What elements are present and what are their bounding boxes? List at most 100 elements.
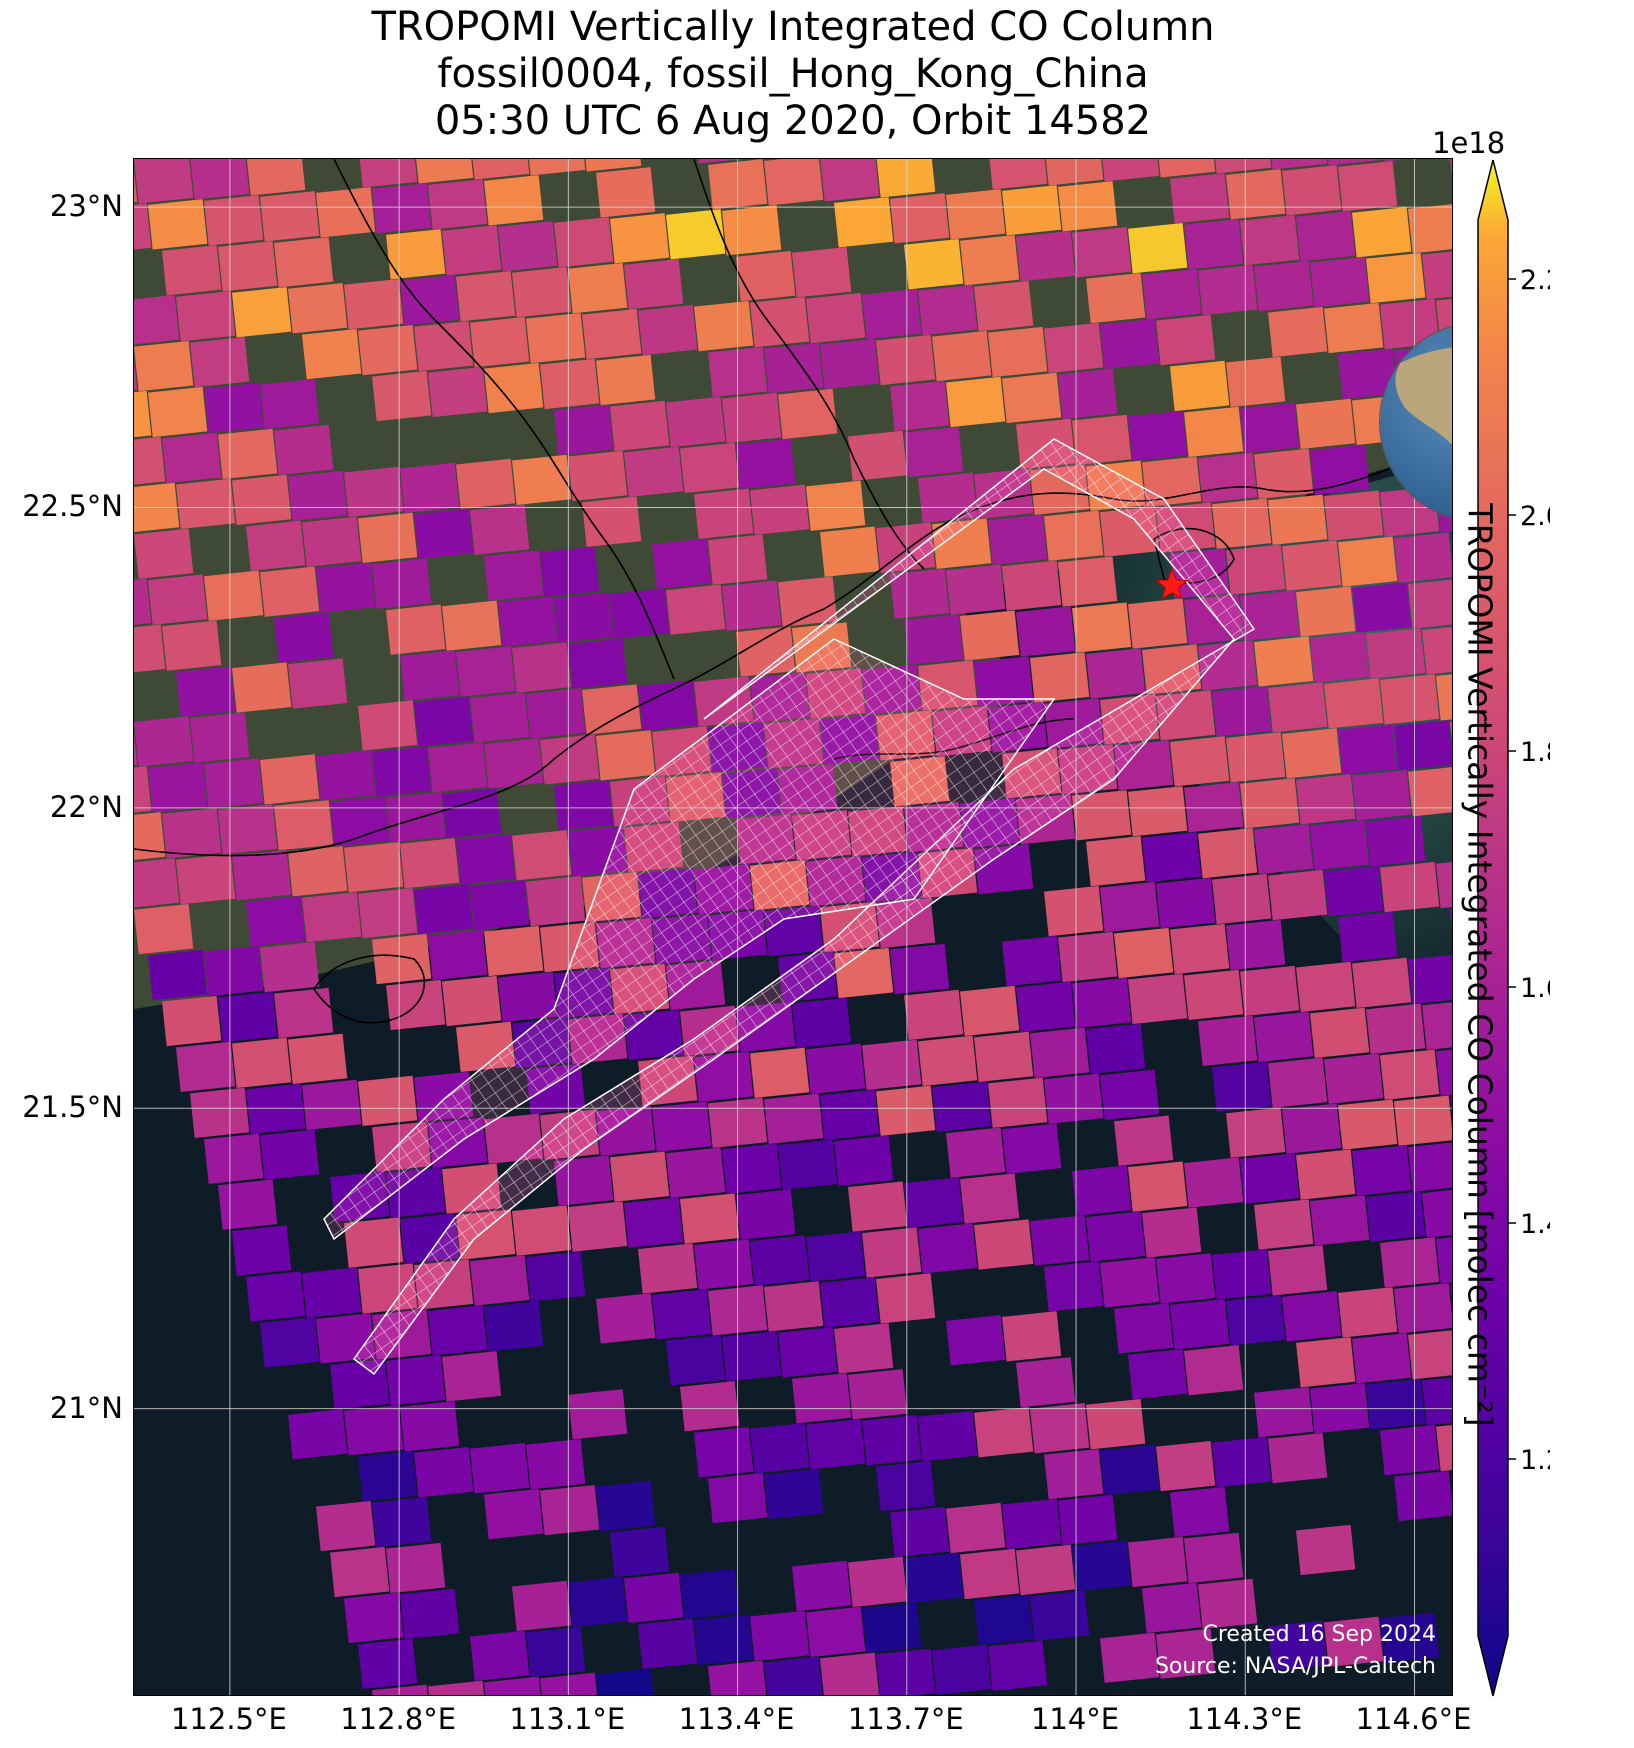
co-pixel [134,716,194,767]
co-pixel [890,380,950,432]
co-pixel [1086,1023,1146,1074]
co-pixel [764,1281,824,1332]
co-pixel [568,638,628,689]
co-pixel [1337,348,1398,400]
co-pixel [540,546,600,597]
co-pixel [260,754,320,805]
co-pixel [1379,674,1440,725]
globe-asia [1395,347,1452,445]
co-pixel [1198,827,1258,879]
co-pixel [162,808,222,859]
co-pixel [1170,360,1230,412]
co-pixel [1156,1628,1216,1679]
chart-title-line-1: TROPOMI Vertically Integrated CO Column [371,4,1215,50]
co-pixel [1128,1161,1188,1212]
co-pixel [960,610,1020,661]
co-pixel [274,987,334,1039]
co-pixel [568,263,628,314]
co-pixel [722,1143,782,1194]
co-pixel [400,275,460,326]
co-pixel [1268,1432,1328,1484]
co-pixel [1338,1287,1398,1338]
co-pixel [232,662,292,713]
co-pixel [204,1133,264,1184]
co-pixel [862,1602,922,1653]
co-pixel [792,247,852,298]
co-pixel [1408,766,1452,817]
co-pixel [190,159,250,200]
co-pixel [1338,536,1398,587]
co-pixel [1086,1399,1146,1450]
co-pixel [372,370,432,422]
co-pixel [1282,165,1342,216]
co-pixel [974,280,1034,332]
co-pixel [1226,732,1286,783]
co-pixel [1086,835,1146,887]
co-pixel [918,1223,978,1274]
co-pixel [176,1041,236,1093]
co-pixel [1072,414,1132,465]
co-pixel [1016,606,1076,657]
co-pixel [274,424,334,476]
co-pixel [1267,682,1328,733]
co-pixel [260,941,320,993]
co-pixel [246,159,306,196]
co-pixel [694,1239,754,1290]
co-pixel [302,516,362,567]
co-pixel [736,1189,796,1240]
colorbar-ticks: 1.2 1.4 1.6 1.8 2.0 2.2 [1508,265,1550,1476]
co-pixel [316,750,376,801]
co-pixel [1212,1061,1272,1112]
co-pixel [777,1139,838,1190]
co-pixel [736,626,796,677]
co-pixel [148,949,208,1001]
co-pixel [1044,1073,1104,1124]
co-pixel [386,604,446,655]
co-pixel [176,478,236,529]
co-pixel [890,193,950,244]
co-pixel [820,1277,880,1328]
co-pixel [596,354,656,406]
co-pixel [946,189,1006,240]
co-pixel [1030,1403,1090,1454]
co-pixel [358,1451,418,1502]
co-pixel [540,1484,600,1536]
co-pixel [764,1656,824,1695]
co-pixel [1002,1498,1062,1550]
co-pixel [1296,586,1356,637]
co-pixel [1156,1253,1216,1304]
co-pixel [288,283,348,334]
co-pixel [1267,1245,1328,1296]
footprint-grid [354,439,1254,1374]
co-pixel [862,1227,922,1278]
co-pixel [204,382,264,434]
co-pixel [1254,1199,1314,1250]
lon-tick-label: 113.7°E [847,1702,964,1736]
co-pixel [610,1151,670,1202]
co-pixel [484,1301,544,1352]
co-pixel [638,304,698,356]
co-pixel [568,1389,628,1440]
co-pixel [834,1323,894,1374]
co-pixel [1226,1295,1286,1346]
colorbar-tick-label: 2.2 [1520,265,1550,296]
co-pixel [890,943,950,995]
co-pixel [974,1594,1034,1645]
co-pixel [134,858,180,909]
co-pixel [1169,736,1230,787]
co-pixel [428,179,488,230]
co-pixel [1310,819,1370,871]
co-pixel [1267,494,1328,545]
co-pixel [400,462,460,513]
co-pixel [1240,1153,1300,1204]
co-pixel [848,1181,908,1232]
co-pixel [344,279,404,330]
co-pixel [358,512,418,563]
co-pixel [484,925,544,977]
co-pixel [1169,923,1230,975]
co-pixel [946,1502,1006,1554]
co-pixel [260,566,320,617]
co-pixel [1240,590,1300,641]
co-pixel [1254,823,1314,875]
lat-tick-label: 21.5°N [22,1090,123,1125]
